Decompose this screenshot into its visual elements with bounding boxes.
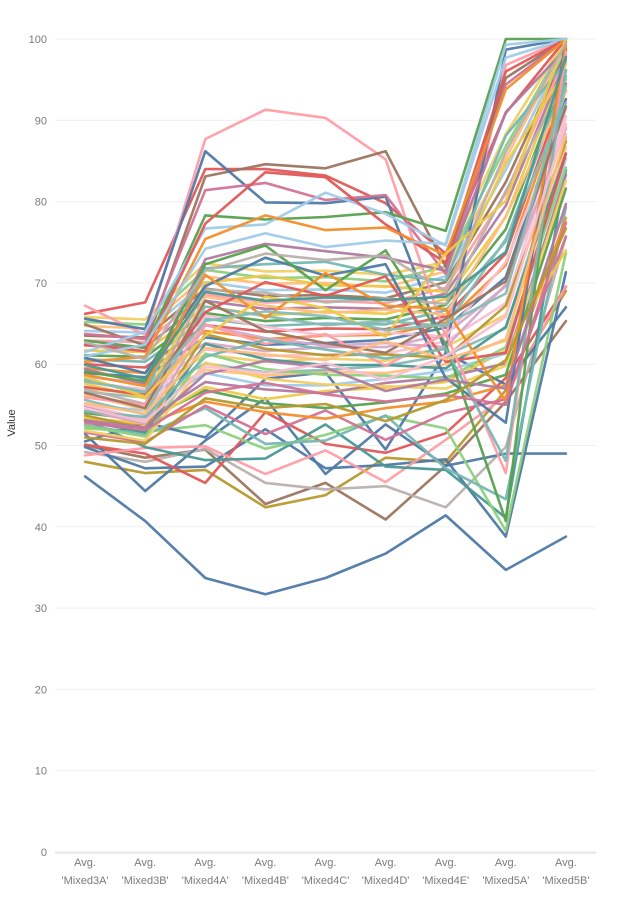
x-tick-label-line2: 'Mixed5B' (542, 875, 589, 887)
x-tick-label-line1: Avg. (435, 857, 457, 869)
x-tick-label-line1: Avg. (134, 857, 156, 869)
series-line-51 (83, 114, 568, 421)
y-tick-label: 50 (35, 441, 47, 453)
y-axis-label: Value (6, 409, 18, 436)
series-line-47 (83, 69, 568, 400)
series-line-69 (83, 84, 568, 394)
series-line-41 (83, 37, 568, 350)
x-tick-label-line1: Avg. (254, 857, 276, 869)
x-tick-label-line1: Avg. (194, 857, 216, 869)
x-tick-label-line2: 'Mixed3A' (62, 875, 109, 887)
gridlines (55, 38, 596, 854)
series-line-71 (83, 41, 568, 361)
y-tick-label: 40 (35, 522, 47, 534)
series-line-70 (83, 55, 568, 381)
series-line-73 (83, 227, 568, 446)
series-line-43 (83, 37, 568, 353)
x-tick-label-line2: 'Mixed5A' (482, 875, 529, 887)
x-tick-label-line2: 'Mixed4B' (242, 875, 289, 887)
x-tick-label-line1: Avg. (315, 857, 337, 869)
series-line-44 (83, 37, 568, 364)
y-tick-label: 100 (29, 34, 47, 46)
series-line-1 (83, 289, 568, 509)
series-line-7 (83, 284, 568, 484)
series-line-59 (83, 37, 568, 523)
series-line-28 (83, 62, 568, 354)
x-tick-label-line2: 'Mixed3B' (122, 875, 169, 887)
series-line-30 (83, 53, 568, 344)
x-tick-label-line1: Avg. (495, 857, 517, 869)
series-line-63 (83, 68, 568, 463)
x-tick-label-line2: 'Mixed4D' (362, 875, 410, 887)
series-line-42 (83, 37, 568, 354)
y-tick-label: 90 (35, 115, 47, 127)
series-line-62 (83, 105, 568, 410)
x-tick-label-line2: 'Mixed4E' (422, 875, 469, 887)
x-tick-label-line2: 'Mixed4C' (302, 875, 350, 887)
series-line-11 (83, 206, 568, 501)
series-line-8 (83, 168, 568, 520)
series-line-72 (83, 122, 568, 424)
y-tick-label: 60 (35, 359, 47, 371)
series-line-65 (83, 37, 568, 358)
y-tick-label: 70 (35, 278, 47, 290)
y-tick-label: 20 (35, 684, 47, 696)
y-tick-label: 80 (35, 197, 47, 209)
y-axis-ticks: 0 10 20 30 40 50 60 70 80 90 100 (29, 34, 47, 859)
x-tick-label-line2: 'Mixed4A' (182, 875, 229, 887)
y-tick-label: 10 (35, 766, 47, 778)
x-tick-label-line1: Avg. (74, 857, 96, 869)
x-tick-label-line1: Avg. (375, 857, 397, 869)
series-line-68 (83, 132, 568, 416)
series-line-64 (83, 37, 568, 399)
series-line-66 (83, 202, 568, 429)
y-tick-label: 0 (41, 847, 47, 859)
series-lines (83, 37, 568, 596)
series-line-6 (83, 285, 568, 485)
series-line-4 (83, 396, 568, 493)
series-line-5 (83, 270, 568, 538)
x-axis-ticks: Avg. 'Mixed3A' Avg. 'Mixed3B' Avg. 'Mixed4A' A… (62, 857, 590, 887)
series-line-0 (83, 475, 568, 596)
series-line-67 (83, 221, 568, 432)
y-tick-label: 30 (35, 603, 47, 615)
series-line-3 (83, 235, 568, 509)
x-tick-label-line1: Avg. (555, 857, 577, 869)
